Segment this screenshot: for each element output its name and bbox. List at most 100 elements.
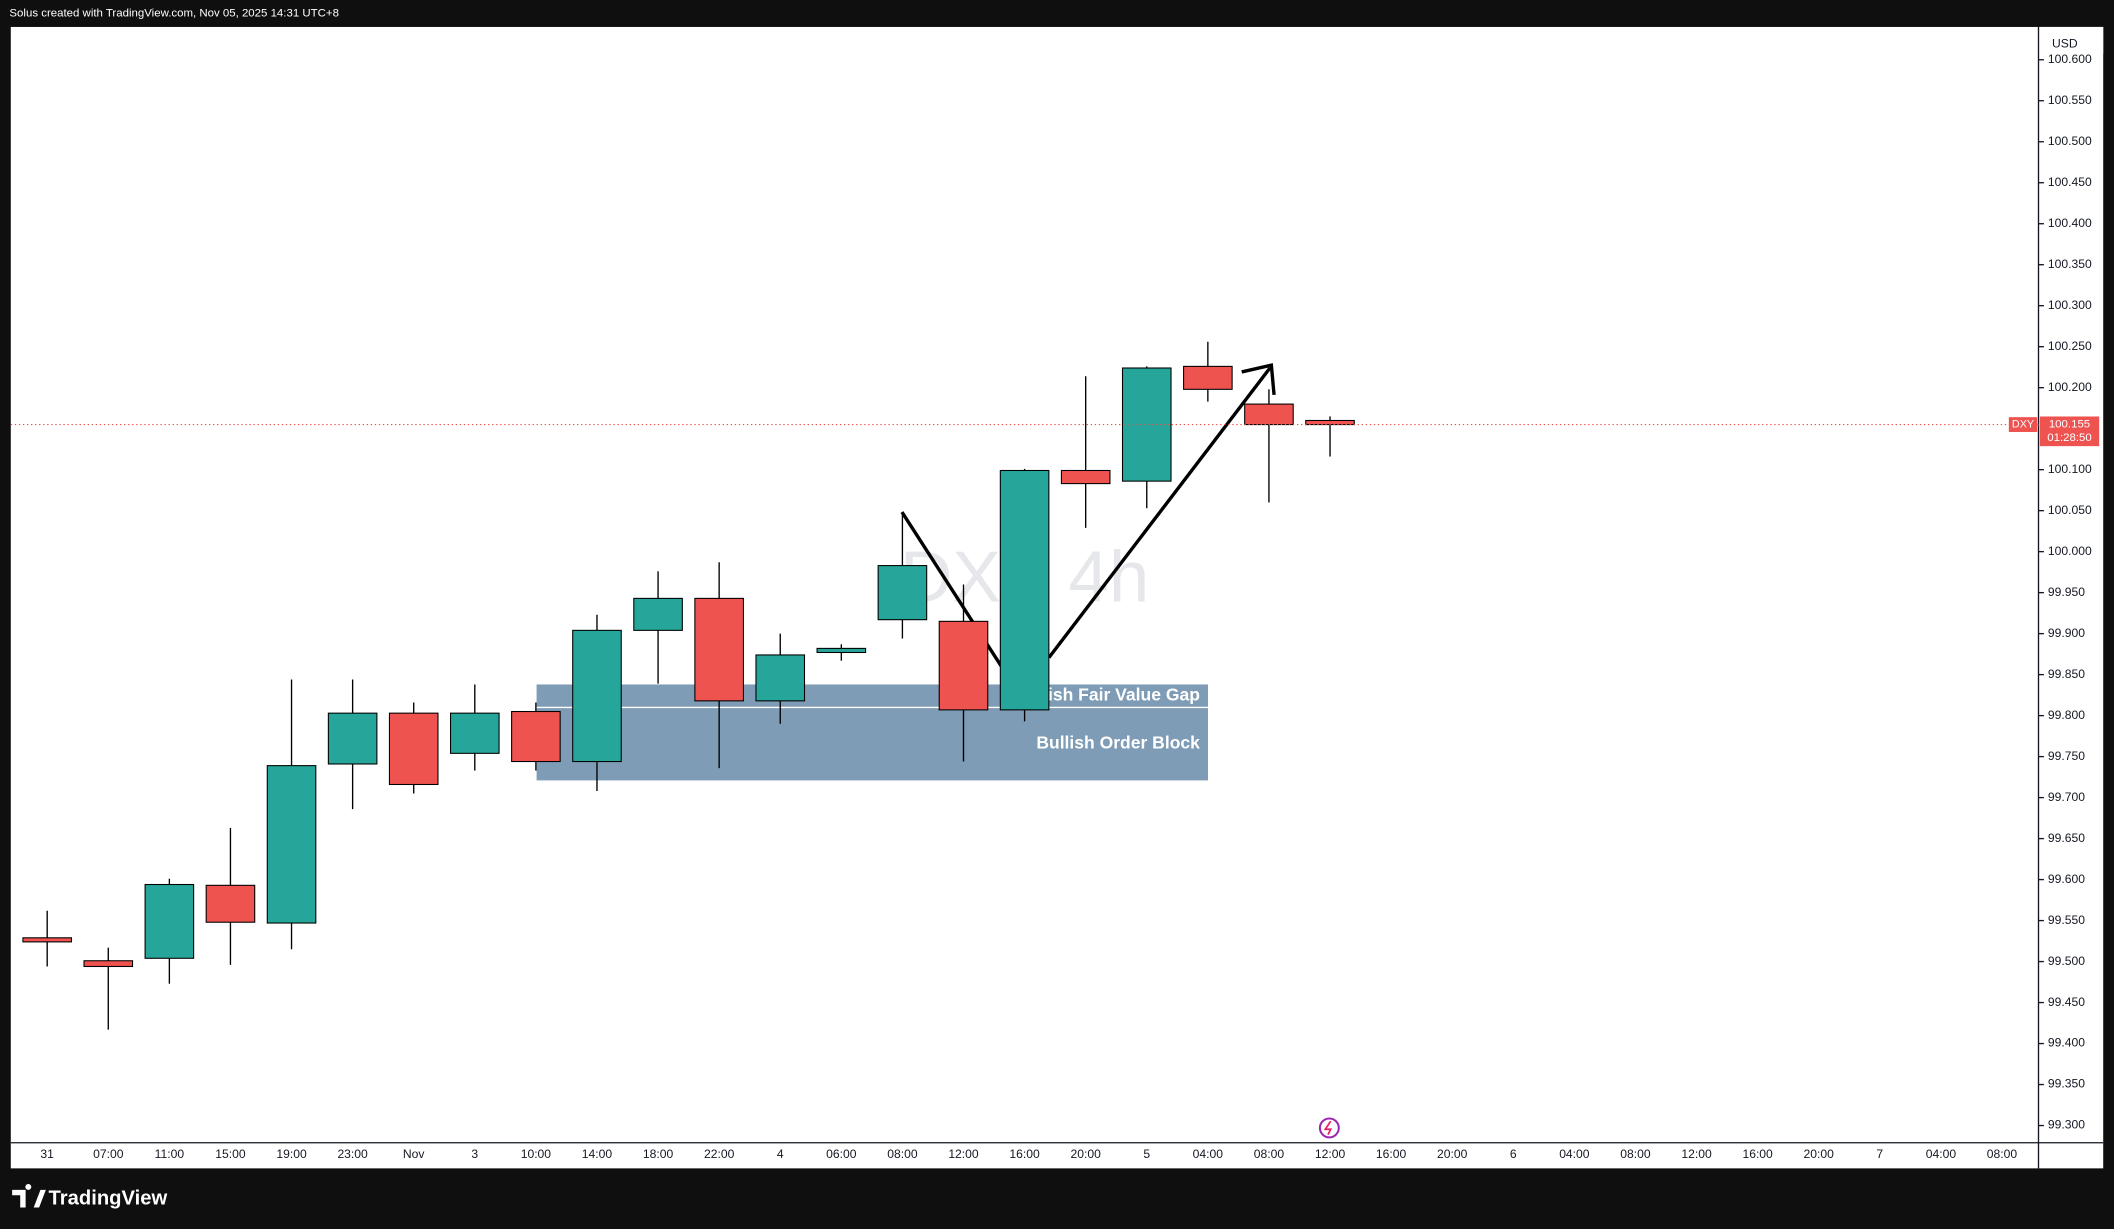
x-tick-label: 14:00	[582, 1147, 613, 1161]
x-tick-label: 6	[1510, 1147, 1517, 1161]
y-tick-label: 100.000	[2048, 544, 2092, 558]
y-tick-label: 100.400	[2048, 216, 2092, 230]
countdown-label: 01:28:50	[2047, 432, 2092, 444]
candle-body	[388, 712, 439, 786]
axis-top-cover	[2039, 26, 2104, 54]
price-tag	[2039, 416, 2100, 447]
y-tick-label: 99.900	[2048, 626, 2085, 640]
y-tick-label: 100.250	[2048, 339, 2092, 353]
event-circle	[1318, 1117, 1340, 1139]
x-tick-label: 10:00	[521, 1147, 552, 1161]
x-tick-label: 20:00	[1437, 1147, 1468, 1161]
footer-brand: TradingView	[49, 1188, 168, 1210]
x-tick-label: 06:00	[826, 1147, 857, 1161]
candle-body	[511, 710, 561, 763]
candle-body	[694, 597, 744, 702]
zone	[536, 707, 1208, 781]
x-tick-label: 23:00	[337, 1147, 368, 1161]
arrow-head	[1241, 363, 1276, 395]
candle-body	[877, 565, 928, 621]
candles	[22, 341, 1355, 1030]
candle-body	[1305, 419, 1355, 426]
y-tick-label: 99.600	[2048, 872, 2085, 886]
y-tick-label: 99.850	[2048, 667, 2085, 681]
y-tick-label: 99.750	[2048, 749, 2085, 763]
price-tag-label: 100.155	[2049, 419, 2090, 431]
candle-body	[572, 629, 622, 763]
candle-body	[266, 765, 317, 924]
y-tick-label: 99.450	[2048, 995, 2085, 1009]
candle-body	[205, 884, 256, 923]
candle-body	[1060, 469, 1111, 485]
candle-body	[816, 647, 867, 654]
y-tick-label: 99.350	[2048, 1077, 2085, 1091]
candle-body	[449, 712, 500, 754]
chart-area	[10, 26, 2104, 1169]
candle-body	[83, 960, 134, 968]
y-tick-label: 99.550	[2048, 913, 2085, 927]
x-tick-label: 16:00	[1009, 1147, 1040, 1161]
symbol-tag-label: DXY	[2012, 418, 2034, 430]
y-tick-label: 100.100	[2048, 462, 2092, 476]
y-tick-label: 100.500	[2048, 134, 2092, 148]
y-tick-label: 99.300	[2048, 1118, 2085, 1132]
candle-body	[144, 883, 195, 959]
y-tick-label: 100.300	[2048, 298, 2092, 312]
candle-body	[755, 654, 806, 702]
x-tick-label: 12:00	[1681, 1147, 1712, 1161]
x-tick-label: 22:00	[704, 1147, 735, 1161]
candle-body	[1121, 367, 1172, 482]
x-tick-label: 31	[40, 1147, 54, 1161]
x-tick-label: 16:00	[1742, 1147, 1773, 1161]
x-tick-label: 04:00	[1559, 1147, 1590, 1161]
x-tick-label: 07:00	[93, 1147, 124, 1161]
zone-label: Bullish Order Block	[1036, 733, 1200, 753]
arrow-line	[1047, 366, 1272, 659]
candle-body	[1244, 403, 1294, 426]
event-icon	[1318, 1117, 1340, 1139]
x-tick-label: 20:00	[1804, 1147, 1835, 1161]
x-tick-label: 16:00	[1376, 1147, 1407, 1161]
y-tick-label: 99.650	[2048, 831, 2085, 845]
x-tick-label: 12:00	[1315, 1147, 1346, 1161]
x-tick-label: 04:00	[1193, 1147, 1224, 1161]
x-tick-label: 08:00	[887, 1147, 918, 1161]
x-tick-label: 5	[1143, 1147, 1150, 1161]
candle-body	[327, 712, 378, 765]
x-tick-label: 15:00	[215, 1147, 246, 1161]
x-tick-label: 08:00	[1620, 1147, 1651, 1161]
footer: TradingView	[12, 1183, 168, 1210]
y-tick-label: 100.200	[2048, 380, 2092, 394]
axes: 100.600 100.550 100.500 100.450 100.400 100.3…	[10, 26, 2104, 1161]
zone-label: Bullish Fair Value Gap	[1015, 685, 1200, 705]
x-tick-label: 7	[1876, 1147, 1883, 1161]
x-tick-label: 04:00	[1926, 1147, 1957, 1161]
x-tick-label: 08:00	[1987, 1147, 2018, 1161]
x-tick-label: 20:00	[1071, 1147, 1102, 1161]
header-title: Solus created with TradingView.com, Nov …	[9, 8, 339, 20]
y-tick-label: 99.950	[2048, 585, 2085, 599]
event-bolt	[1323, 1120, 1333, 1136]
x-tick-label: 08:00	[1254, 1147, 1285, 1161]
x-tick-label: 18:00	[643, 1147, 674, 1161]
zones: Bullish Fair Value Gap Bullish Order Bloc…	[536, 684, 1208, 781]
symbol-tag	[2008, 417, 2038, 432]
y-tick-label: 100.450	[2048, 175, 2092, 189]
x-tick-label: 4	[777, 1147, 784, 1161]
y-tick-label: 99.800	[2048, 708, 2085, 722]
x-tick-label: 11:00	[155, 1147, 185, 1161]
y-tick-label: 100.550	[2048, 93, 2092, 107]
logo-mark	[12, 1183, 46, 1208]
y-tick-label: 99.400	[2048, 1036, 2085, 1050]
candle-body	[938, 620, 989, 711]
x-tick-label: Nov	[403, 1147, 426, 1161]
x-tick-label: 3	[471, 1147, 478, 1161]
y-tick-label: 100.600	[2048, 52, 2092, 66]
candle-body	[1183, 365, 1233, 390]
candle-body	[999, 469, 1050, 711]
currency-label: USD	[2052, 37, 2078, 51]
candle-body	[633, 597, 683, 631]
candle-body	[22, 937, 72, 943]
